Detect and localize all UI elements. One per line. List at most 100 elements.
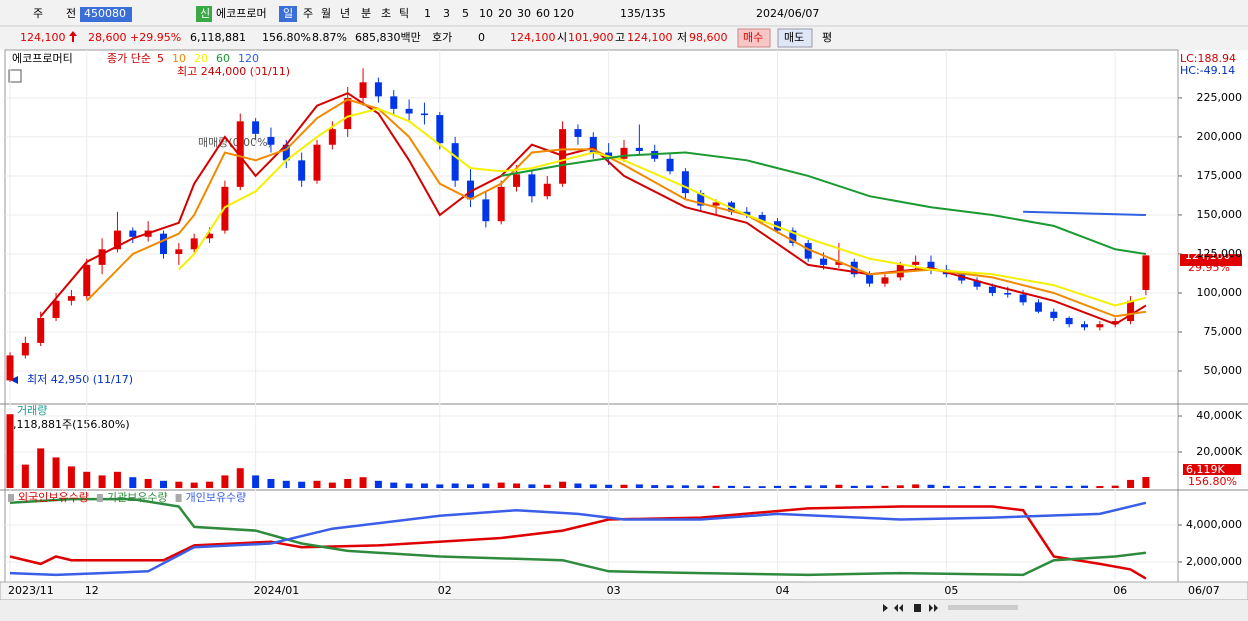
volume-bar [67, 466, 75, 488]
quote-item: 매수 [743, 31, 763, 44]
volume-bar [113, 471, 121, 488]
volume-bar [1142, 476, 1150, 488]
candle-body [589, 136, 597, 153]
toolbar-item[interactable]: 에코프로머 [216, 7, 267, 20]
volume-bar [727, 485, 735, 488]
toolbar-item[interactable]: 주 [303, 7, 313, 20]
volume-bar [942, 485, 950, 488]
toolbar-item[interactable]: 월 [321, 7, 331, 20]
sell-button[interactable] [777, 28, 813, 48]
toolbar-item[interactable]: 1 [424, 7, 431, 20]
volume-bar [1081, 485, 1088, 488]
volume-bar [605, 484, 613, 488]
candle-body [344, 97, 352, 130]
volume-bar [896, 485, 904, 488]
ghost-label: 매매량(0.00%) [198, 136, 272, 149]
candle-body [1096, 324, 1104, 328]
candle-body [988, 286, 996, 293]
toolbar-item[interactable]: 135/135 [620, 7, 666, 20]
toolbar-item[interactable]: 일 [283, 6, 293, 20]
toolbar-item[interactable]: 30 [517, 7, 531, 20]
y-tick-label: 175,000 [1197, 169, 1243, 182]
candle-body [328, 129, 336, 145]
toolbar-item[interactable]: 틱 [399, 7, 409, 20]
candle-body [21, 342, 29, 356]
period-selected[interactable] [279, 6, 297, 22]
volume-bar [528, 484, 536, 488]
scroll-icon[interactable] [894, 604, 903, 612]
volume-bar [390, 482, 398, 488]
buy-button[interactable] [737, 28, 771, 48]
candle-body [451, 143, 459, 181]
x-tick-label: 12 [85, 584, 99, 597]
candle-body [482, 199, 490, 222]
volume-bar [298, 481, 306, 488]
volume-bar [1034, 485, 1042, 488]
toolbar-item[interactable]: 초 [381, 7, 391, 20]
candle-body [574, 129, 582, 137]
candle-body [881, 277, 889, 284]
quote-item: 156.80% [262, 31, 311, 44]
volume-bar [651, 485, 659, 488]
toolbar-item[interactable]: 전 [66, 7, 76, 20]
table-icon[interactable] [8, 69, 22, 83]
candle-body [1050, 311, 1058, 318]
quote-item: 8.87% [312, 31, 347, 44]
toolbar-item[interactable]: 60 [536, 7, 550, 20]
toolbar-item[interactable]: 20 [498, 7, 512, 20]
candle-body [635, 147, 643, 151]
candle-body [83, 264, 91, 297]
x-tick-label: 03 [607, 584, 621, 597]
volume-bar [574, 483, 582, 488]
toolbar-item[interactable]: 신 [200, 7, 210, 20]
scroll-icon[interactable] [929, 604, 938, 612]
volume-bar [21, 464, 29, 488]
toolbar-item[interactable]: 5 [462, 7, 469, 20]
volume-bar [467, 484, 474, 488]
volume-bar [681, 485, 689, 488]
candle-body [236, 121, 244, 187]
toolbar-item[interactable]: 120 [553, 7, 574, 20]
candle-body [405, 108, 413, 114]
toolbar-item[interactable]: 년 [340, 7, 350, 20]
volume-bar [1050, 486, 1058, 488]
volume-bar [758, 486, 766, 488]
candle-body [1127, 300, 1135, 322]
plot-frame [4, 49, 1179, 583]
volume-bar [451, 483, 459, 488]
indicator-name: 종가 단순 [107, 52, 151, 65]
stop-icon[interactable] [914, 604, 921, 612]
bottom-controls[interactable] [883, 604, 1018, 612]
volume-bar [313, 480, 321, 488]
candle-body [697, 193, 705, 206]
toolbar-item[interactable]: 450080 [84, 7, 126, 20]
zoom-slider[interactable] [948, 605, 1018, 610]
volume-bar [344, 479, 352, 488]
toolbar-item[interactable]: 2024/06/07 [756, 7, 819, 20]
candle-body [1142, 255, 1150, 291]
y-tick-label: 2,000,000 [1186, 555, 1242, 568]
lc-label: LC:188.94 [1180, 52, 1236, 65]
toolbar-item[interactable]: 3 [443, 7, 450, 20]
code-input-highlight[interactable] [80, 7, 132, 22]
low-annotation: 최저 42,950 (11/17) [27, 373, 133, 386]
volume-bar [236, 468, 244, 488]
price-badge [1180, 254, 1242, 266]
candle-body [190, 238, 198, 250]
y-tick-label: 125,000 [1197, 247, 1243, 260]
volume-bar [804, 485, 812, 488]
toolbar-item[interactable]: 10 [479, 7, 493, 20]
volume-bar [988, 486, 996, 488]
toolbar-item[interactable]: 분 [361, 7, 371, 20]
candle-body [497, 186, 505, 222]
volume-bar [666, 485, 674, 488]
toolbar-item[interactable]: 주 [33, 7, 43, 20]
candle-body [1034, 302, 1042, 312]
scroll-icon[interactable] [883, 604, 888, 612]
line-series [86, 98, 1147, 318]
quote-item: 평 [822, 31, 832, 44]
volume-bar [635, 484, 643, 488]
legend-swatch [96, 494, 103, 502]
quote-item: 101,900 [568, 31, 614, 44]
